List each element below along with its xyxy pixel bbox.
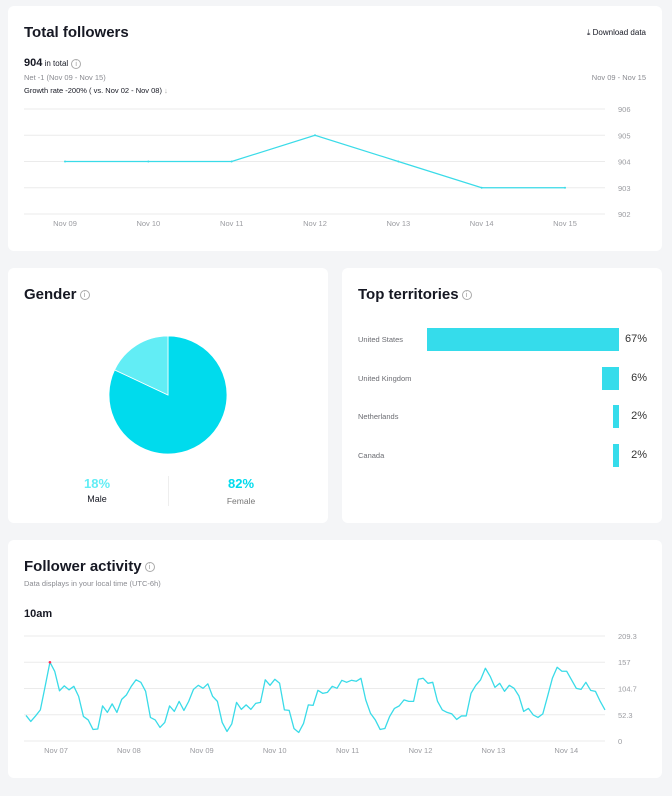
download-label: Download data — [592, 28, 646, 37]
territory-name: United States — [358, 335, 404, 344]
divider — [168, 476, 169, 506]
download-data-button[interactable]: ⤓ Download data — [587, 28, 646, 38]
female-label: Female — [226, 496, 256, 506]
female-pct: 82% — [227, 476, 255, 491]
activity-title-text: Follower activity — [24, 558, 142, 575]
top-territories-card — [342, 268, 662, 523]
activity-title: Follower activity i — [24, 558, 155, 575]
territory-name: Netherlands — [358, 412, 399, 421]
territory-pct: 2% — [631, 410, 647, 422]
territory-bar — [613, 443, 619, 467]
date-range: Nov 09 - Nov 15 — [591, 73, 646, 82]
arrow-down-icon: ↓ — [164, 86, 168, 95]
selected-time: 10am — [24, 608, 53, 620]
info-icon[interactable]: i — [71, 58, 82, 69]
growth-text: Growth rate -200% ( vs. Nov 02 - Nov 08) — [24, 86, 162, 95]
territory-bar — [613, 405, 619, 428]
territories-title: Top territories i — [358, 286, 472, 303]
info-icon[interactable]: i — [144, 562, 155, 573]
net-change: Net -1 (Nov 09 - Nov 15) — [24, 73, 106, 82]
territories-title-text: Top territories — [358, 286, 459, 303]
territory-pct: 2% — [631, 448, 647, 461]
follower-activity-card — [8, 540, 662, 778]
gender-title: Gender i — [24, 286, 90, 303]
territory-name: United Kingdom — [358, 373, 412, 383]
gender-title-text: Gender — [24, 286, 77, 303]
info-icon[interactable]: i — [79, 290, 90, 301]
territory-pct: 6% — [631, 371, 647, 384]
total-count: 904 — [24, 57, 43, 69]
activity-subtitle: Data displays in your local time (UTC-6h… — [24, 579, 161, 588]
male-label: Male — [87, 494, 107, 504]
growth-rate: Growth rate -200% ( vs. Nov 02 - Nov 08)… — [24, 86, 168, 95]
territory-bar — [601, 366, 619, 390]
territory-name: Canada — [358, 450, 385, 460]
total-suffix: in total — [44, 59, 69, 68]
territory-pct: 67% — [624, 333, 647, 345]
total-followers-card — [8, 6, 662, 251]
download-icon: ⤓ — [586, 28, 591, 37]
male-pct: 18% — [83, 476, 111, 491]
info-icon[interactable]: i — [461, 290, 472, 301]
territory-bar — [427, 328, 619, 351]
total-followers-title: Total followers — [24, 24, 129, 41]
